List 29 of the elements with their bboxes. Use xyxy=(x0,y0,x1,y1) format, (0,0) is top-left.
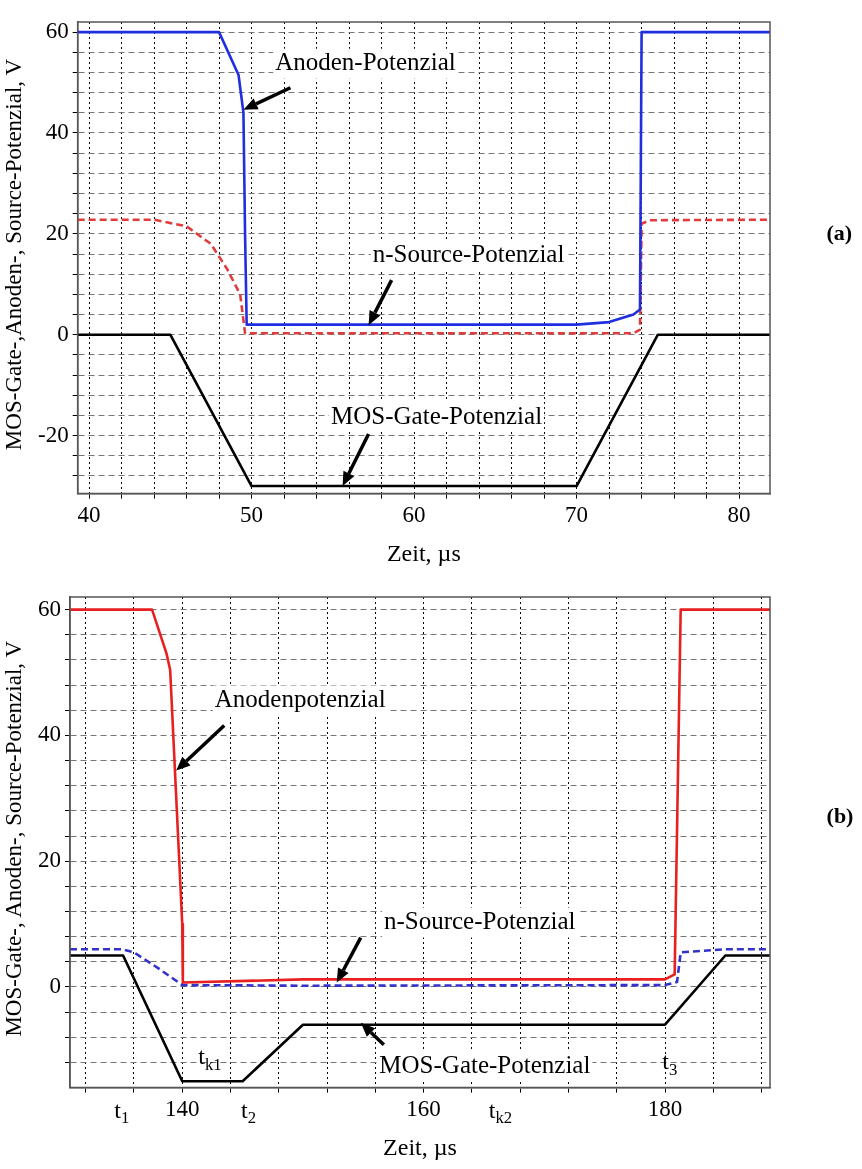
x-tick-label: 80 xyxy=(727,502,751,528)
x-tick-label: 60 xyxy=(402,502,426,528)
x-axis-title: Zeit, µs xyxy=(383,1133,457,1160)
x-tick-label: 180 xyxy=(647,1096,683,1122)
text: (a) xyxy=(826,219,853,245)
y-tick-label: 60 xyxy=(38,595,61,621)
y-tick-label: 0 xyxy=(49,973,61,999)
y-axis-title: MOS-Gate-, Anoden-, Source-Potenzial, V xyxy=(1,641,26,1037)
annotation: n-Source-Potenzial xyxy=(383,907,576,935)
x-tick-label: 40 xyxy=(77,502,101,528)
x-tick-label: 70 xyxy=(565,502,589,528)
x-tick-label: 50 xyxy=(240,502,264,528)
y-tick-label: -20 xyxy=(37,421,69,447)
annotation: Anodenpotenzial xyxy=(214,685,386,713)
x-tick-label: 160 xyxy=(406,1096,441,1122)
y-tick-label: 40 xyxy=(45,119,69,145)
y-tick-label: 20 xyxy=(45,219,69,245)
annotation: MOS-Gate-Potenzial xyxy=(331,401,543,429)
annotation: Anoden-Potenzial xyxy=(275,48,456,76)
annotation: MOS-Gate-Potenzial xyxy=(379,1051,591,1079)
y-tick-label: 40 xyxy=(38,721,61,747)
y-axis-title: MOS-Gate-,Anoden-, Source-Potenzial, V xyxy=(1,58,26,451)
x-tick-label: 140 xyxy=(164,1096,200,1122)
y-tick-label: 60 xyxy=(45,18,69,44)
x-axis-title: Zeit, µs xyxy=(386,539,461,566)
annotation: n-Source-Potenzial xyxy=(372,239,565,267)
text: (b) xyxy=(826,803,854,829)
y-tick-label: 20 xyxy=(38,847,61,873)
y-tick-label: 0 xyxy=(57,320,69,346)
